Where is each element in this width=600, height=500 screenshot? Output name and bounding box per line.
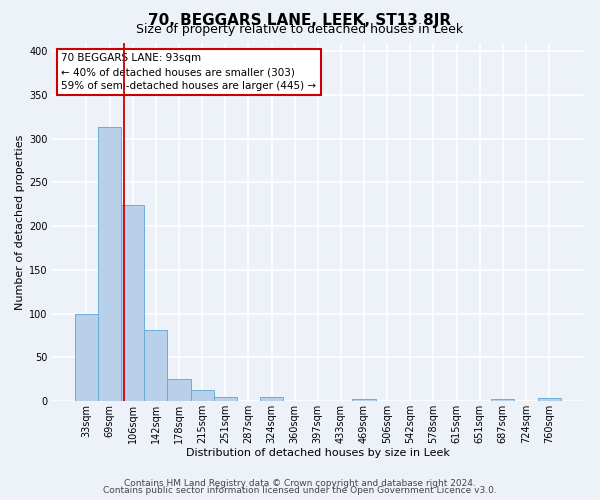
Bar (214, 397, 237, 401)
Bar (167, 380, 191, 401)
Y-axis label: Number of detached properties: Number of detached properties (15, 134, 25, 310)
Text: Contains public sector information licensed under the Open Government Licence v3: Contains public sector information licen… (103, 486, 497, 495)
Text: Size of property relative to detached houses in Leek: Size of property relative to detached ho… (136, 22, 464, 36)
Bar (491, 398, 514, 401)
X-axis label: Distribution of detached houses by size in Leek: Distribution of detached houses by size … (186, 448, 450, 458)
Bar (191, 390, 214, 401)
Text: 70, BEGGARS LANE, LEEK, ST13 8JR: 70, BEGGARS LANE, LEEK, ST13 8JR (148, 12, 452, 28)
Bar (98, 128, 121, 401)
Bar (260, 397, 283, 401)
Bar (75, 314, 98, 401)
Text: Contains HM Land Registry data © Crown copyright and database right 2024.: Contains HM Land Registry data © Crown c… (124, 478, 476, 488)
Text: 70 BEGGARS LANE: 93sqm
← 40% of detached houses are smaller (303)
59% of semi-de: 70 BEGGARS LANE: 93sqm ← 40% of detached… (61, 54, 316, 92)
Bar (121, 205, 144, 401)
Bar (352, 400, 376, 401)
Bar (538, 398, 561, 401)
Bar (144, 330, 167, 401)
